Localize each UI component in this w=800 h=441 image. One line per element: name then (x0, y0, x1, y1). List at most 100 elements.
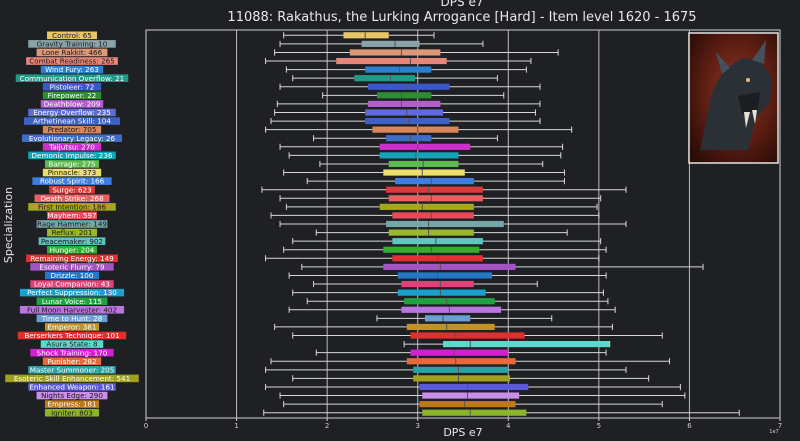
box (413, 375, 511, 382)
category-label: Mayhem: 597 (47, 211, 96, 220)
category-label: Peacemaker: 902 (41, 237, 103, 246)
box (422, 409, 527, 416)
category-label: Emperor: 381 (48, 323, 97, 332)
category-label-bg (42, 91, 102, 100)
box (397, 272, 492, 279)
category-label: Igniter: 803 (51, 408, 93, 417)
box (401, 280, 474, 288)
x-tick-label: 2 (325, 422, 329, 430)
box (367, 100, 441, 107)
box (383, 263, 516, 270)
category-label: Esoteric Flurry: 79 (39, 262, 105, 271)
box (372, 126, 459, 133)
x-exponent-label: 1e7 (769, 429, 778, 435)
box (349, 49, 441, 56)
box (343, 32, 389, 39)
x-tick-label: 3 (415, 422, 419, 430)
category-label-bg (15, 74, 129, 82)
category-label-bg (42, 125, 102, 134)
category-label-bg (5, 374, 139, 383)
category-label-bg (30, 280, 114, 288)
category-label-bg (42, 82, 102, 91)
box (365, 117, 450, 125)
category-label-bg (38, 237, 106, 245)
category-label-bg (36, 48, 108, 57)
box (388, 195, 483, 202)
x-axis-ticks: 0 1 2 3 4 5 6 7 (144, 418, 782, 430)
category-label-bg (47, 31, 97, 40)
box (386, 135, 432, 142)
category-label-bg (44, 408, 100, 417)
category-label-bg (30, 348, 114, 357)
category-label: Lunar Voice: 115 (42, 297, 102, 306)
chart-top-title: DPS e7 (441, 0, 484, 9)
box (336, 57, 447, 65)
category-label: First Intention: 186 (38, 202, 107, 211)
category-label-bg (49, 185, 95, 194)
box (376, 92, 432, 99)
category-label-bg (36, 391, 108, 400)
category-label: Berserkers Technique: 101 (24, 331, 119, 340)
category-label: Surge: 623 (52, 185, 91, 194)
category-label: Perfect Suppression: 130 (27, 288, 117, 297)
category-label-bg (44, 323, 100, 331)
category-label-bg (36, 314, 108, 323)
box (419, 401, 516, 408)
category-label: Master Summoner: 205 (30, 365, 115, 374)
category-label: Predator: 705 (48, 125, 97, 134)
box (383, 169, 465, 176)
category-label-bg (40, 100, 104, 108)
box (379, 143, 471, 150)
box (386, 220, 504, 228)
category-label-bg (30, 263, 114, 271)
category-label-bg (28, 383, 116, 391)
category-label: Taijutsu: 270 (48, 142, 95, 151)
box (404, 298, 495, 305)
box (395, 178, 474, 185)
category-label: Nights Edge: 290 (41, 391, 103, 400)
box (397, 289, 486, 296)
category-label-bg (42, 168, 102, 177)
box (365, 109, 444, 116)
category-label-bg (36, 220, 108, 228)
x-tick-label: 5 (597, 422, 601, 430)
category-label: Loyal Companion: 43 (34, 280, 110, 289)
box (392, 238, 483, 245)
category-label-bg (42, 357, 102, 366)
category-label: Robust Spirit: 166 (40, 177, 105, 186)
category-label-bg (21, 134, 123, 143)
category-label: Pinnacle: 373 (48, 168, 96, 177)
category-label: Energy Overflow: 235 (33, 108, 111, 117)
category-label-bg (44, 271, 100, 280)
category-label: Evolutionary Legacy: 26 (29, 134, 116, 143)
x-tick-label: 6 (687, 422, 692, 430)
x-tick-label: 1 (234, 422, 238, 430)
category-label: Time to Hunt: 28 (41, 314, 103, 323)
box (401, 306, 502, 313)
box (413, 366, 509, 373)
category-label: Arthetinean Skill: 104 (33, 117, 111, 126)
category-label-bg (28, 108, 116, 117)
category-label: Gravity Training: 10 (37, 39, 108, 48)
box (386, 186, 483, 193)
category-label: Lone Rakkit: 466 (42, 48, 103, 57)
category-label-bg (40, 65, 104, 74)
plot-frame (145, 29, 781, 419)
category-label-bg (17, 331, 127, 340)
chart-title: 11088: Rakathus, the Lurking Arrogance [… (227, 10, 696, 25)
category-label-bg (36, 297, 108, 305)
category-label-bg (44, 400, 100, 408)
category-label-bg (28, 151, 116, 160)
category-label-bg (28, 40, 116, 48)
category-label: Rage Hammer: 149 (37, 220, 107, 229)
category-label-bg (47, 228, 97, 237)
box (424, 315, 471, 322)
category-label: Esoteric Skill Enhancement: 541 (14, 374, 130, 383)
box (406, 323, 495, 331)
x-tick-label: 7 (778, 422, 782, 430)
plot-area (145, 29, 781, 419)
category-label: Punisher: 282 (47, 357, 96, 366)
box (354, 75, 415, 82)
